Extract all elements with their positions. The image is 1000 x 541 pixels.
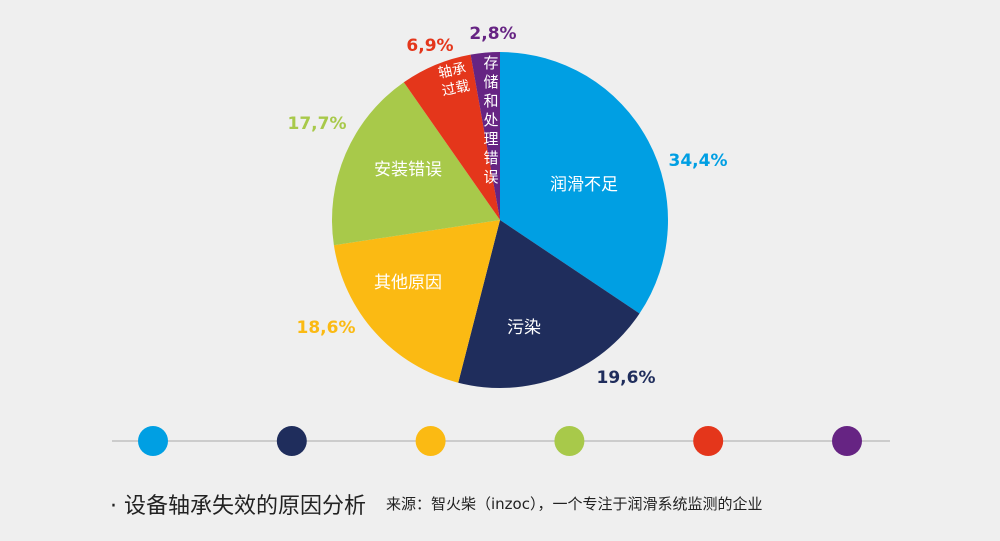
value-label: 19,6% <box>597 368 656 388</box>
slice-label: 安装错误 <box>374 160 442 180</box>
slice-label: 润滑不足 <box>550 175 618 195</box>
legend-dot <box>138 426 168 456</box>
value-label: 34,4% <box>669 151 728 171</box>
source-note: 来源：智火柴（inzoc），一个专注于润滑系统监测的企业 <box>386 495 763 513</box>
legend-dot <box>415 426 446 456</box>
pie-slice <box>333 220 500 383</box>
pie-slice <box>332 82 500 246</box>
value-label: 17,7% <box>288 114 347 134</box>
value-label: 2,8% <box>469 24 516 44</box>
value-label: 18,6% <box>297 318 356 338</box>
legend-dot <box>554 426 585 456</box>
pie-slice <box>500 52 669 314</box>
slice-label: 存储和处理错误 <box>483 54 498 186</box>
pie-slice <box>403 54 500 220</box>
value-label: 6,9% <box>406 36 453 56</box>
legend-dot <box>693 426 724 456</box>
chart-caption: · 设备轴承失效的原因分析 <box>110 494 366 519</box>
pie-slice <box>458 220 640 388</box>
slice-label: 其他原因 <box>374 273 442 293</box>
legend-dot <box>832 426 862 456</box>
pie-slice <box>470 52 500 220</box>
slice-label: 污染 <box>507 318 541 338</box>
legend-dot <box>276 426 307 456</box>
